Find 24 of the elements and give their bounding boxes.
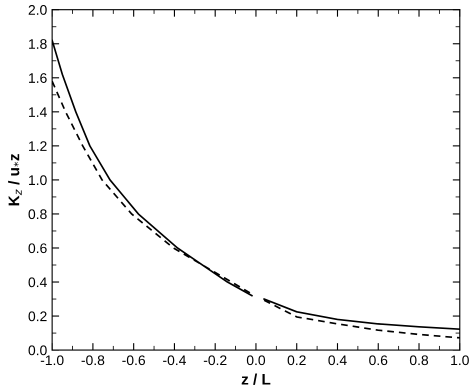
y-tick-label: 1.0 bbox=[29, 175, 47, 186]
y-tick-label: 2.0 bbox=[28, 5, 47, 15]
y-axis-title: K$_{z}$ / u$_{*}$z bbox=[8, 154, 22, 206]
y-tick-label: 0.4 bbox=[28, 277, 47, 288]
y-tick-label: 1.4 bbox=[29, 107, 47, 117]
y-tick-label: 1.2 bbox=[29, 141, 47, 151]
y-tick-label: 0.6 bbox=[28, 243, 47, 254]
x-tick-label: 0.6 bbox=[369, 355, 388, 366]
y-tick-label: 0.0 bbox=[28, 345, 47, 356]
x-tick-label: -0.4 bbox=[163, 355, 186, 366]
x-tick-label: -0.8 bbox=[82, 355, 104, 366]
x-tick-label: -0.2 bbox=[204, 355, 226, 366]
x-tick-label: 0.0 bbox=[246, 355, 266, 366]
x-tick-label: 0.4 bbox=[328, 355, 347, 366]
x-tick-label: 0.2 bbox=[288, 355, 306, 366]
x-tick-label: 0.8 bbox=[410, 355, 428, 366]
x-axis-title: z / L bbox=[242, 373, 270, 385]
x-tick-label: -1.0 bbox=[40, 355, 64, 366]
x-tick-label: 1.0 bbox=[451, 355, 469, 366]
y-tick-label: 1.8 bbox=[29, 39, 47, 49]
y-tick-label: 0.8 bbox=[28, 209, 47, 220]
y-tick-label: 1.6 bbox=[29, 73, 47, 83]
y-tick-label: 0.2 bbox=[28, 311, 47, 322]
x-tick-label: -0.6 bbox=[122, 355, 146, 366]
